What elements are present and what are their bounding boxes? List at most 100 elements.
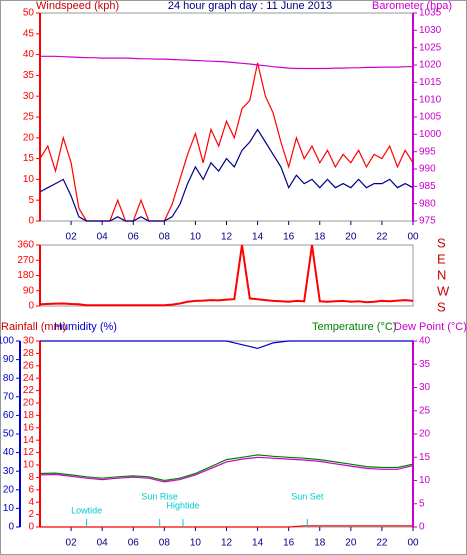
- y-tick-label: 100: [0, 336, 14, 347]
- x-tick-label: 04: [97, 232, 109, 243]
- direction-label: W: [437, 283, 450, 298]
- rainfall-label: Rainfall (mm): [1, 321, 66, 333]
- y-tick-label: 20: [23, 132, 35, 143]
- chart-title: 24 hour graph day : 11 June 2013: [168, 0, 332, 12]
- y-tick-label: 50: [3, 429, 15, 440]
- x-tick-label: 10: [190, 232, 202, 243]
- y-tick-label: 30: [23, 336, 35, 347]
- y-tick-label: 10: [419, 475, 431, 486]
- series-line: [39, 244, 414, 307]
- humidity-label: Humidity (%): [54, 321, 117, 333]
- x-tick-label: 12: [221, 538, 233, 549]
- y-tick-label: 1025: [419, 42, 442, 53]
- y-tick-label: 10: [23, 174, 35, 185]
- y-tick-label: 10: [23, 460, 35, 471]
- y-tick-label: 50: [23, 8, 35, 19]
- x-tick-label: 08: [159, 538, 171, 549]
- x-tick-label: 04: [97, 538, 109, 549]
- y-tick-label: 30: [419, 382, 431, 393]
- y-tick-label: 18: [23, 410, 35, 421]
- direction-label: N: [437, 267, 446, 282]
- x-tick-label: 16: [283, 538, 295, 549]
- y-tick-label: 26: [23, 360, 35, 371]
- y-tick-label: 24: [23, 373, 35, 384]
- y-tick-label: 30: [23, 91, 35, 102]
- series-line: [40, 525, 413, 528]
- y-tick-label: 8: [28, 472, 34, 483]
- x-tick-label: 14: [252, 232, 264, 243]
- y-tick-label: 5: [419, 498, 425, 509]
- x-tick-label: 14: [252, 538, 264, 549]
- y-tick-label: 4: [28, 497, 34, 508]
- x-tick-label: 20: [345, 538, 357, 549]
- direction-label: S: [437, 299, 446, 314]
- direction-label: E: [437, 251, 446, 266]
- y-tick-label: 1000: [419, 129, 442, 140]
- y-tick-label: 995: [419, 146, 436, 157]
- x-tick-label: 22: [376, 232, 388, 243]
- y-tick-label: 60: [3, 410, 15, 421]
- x-tick-label: 18: [314, 232, 326, 243]
- y-tick-label: 40: [23, 49, 35, 60]
- y-tick-label: 1030: [419, 25, 442, 36]
- x-tick-label: 18: [314, 538, 326, 549]
- y-tick-label: 15: [23, 153, 35, 164]
- y-tick-label: 25: [419, 405, 431, 416]
- y-tick-label: 2: [28, 509, 34, 520]
- windspeed-label: Windspeed (kph): [36, 0, 119, 12]
- y-tick-label: 10: [3, 503, 15, 514]
- y-tick-label: 20: [3, 484, 15, 495]
- y-tick-label: 1035: [419, 8, 442, 19]
- y-tick-label: 80: [3, 373, 15, 384]
- y-tick-label: 0: [28, 216, 34, 227]
- y-tick-label: 360: [17, 240, 34, 251]
- annotation-label: Lowtide: [71, 505, 102, 515]
- x-tick-label: 22: [376, 538, 388, 549]
- annotation-label: Hightide: [166, 500, 199, 510]
- y-tick-label: 45: [23, 28, 35, 39]
- barometer-label: Barometer (hpa): [372, 0, 452, 12]
- x-tick-label: 10: [190, 538, 202, 549]
- y-tick-label: 990: [419, 164, 436, 175]
- y-tick-label: 25: [23, 112, 35, 123]
- y-tick-label: 40: [419, 336, 431, 347]
- x-tick-label: 06: [128, 232, 140, 243]
- y-tick-label: 975: [419, 216, 436, 227]
- series-line: [39, 456, 414, 483]
- y-tick-label: 1005: [419, 112, 442, 123]
- y-tick-label: 20: [23, 398, 35, 409]
- x-tick-label: 06: [128, 538, 140, 549]
- y-tick-label: 5: [28, 195, 34, 206]
- x-tick-label: 02: [66, 538, 78, 549]
- direction-label: S: [437, 235, 446, 250]
- x-tick-label: 08: [159, 232, 171, 243]
- y-tick-label: 40: [3, 447, 15, 458]
- y-tick-label: 14: [23, 435, 35, 446]
- series-line: [40, 340, 413, 350]
- y-tick-label: 35: [23, 70, 35, 81]
- y-tick-label: 1020: [419, 60, 442, 71]
- y-tick-label: 15: [419, 452, 431, 463]
- y-tick-label: 16: [23, 422, 35, 433]
- x-tick-label: 12: [221, 232, 233, 243]
- y-tick-label: 0: [419, 522, 425, 533]
- dewpoint-label: Dew Point (°C): [394, 321, 467, 333]
- y-tick-label: 20: [419, 429, 431, 440]
- y-tick-label: 90: [3, 354, 15, 365]
- y-tick-label: 28: [23, 348, 35, 359]
- series-line: [39, 454, 414, 482]
- y-tick-label: 0: [8, 522, 14, 533]
- y-tick-label: 12: [23, 447, 35, 458]
- annotation-label: Sun Rise: [141, 491, 178, 501]
- y-tick-label: 180: [17, 270, 34, 281]
- y-tick-label: 6: [28, 484, 34, 495]
- series-line: [39, 128, 414, 222]
- x-tick-label: 02: [66, 232, 78, 243]
- y-tick-label: 35: [419, 359, 431, 370]
- y-tick-label: 1015: [419, 77, 442, 88]
- y-tick-label: 30: [3, 466, 15, 477]
- y-tick-label: 980: [419, 198, 436, 209]
- temperature-label: Temperature (°C): [312, 321, 396, 333]
